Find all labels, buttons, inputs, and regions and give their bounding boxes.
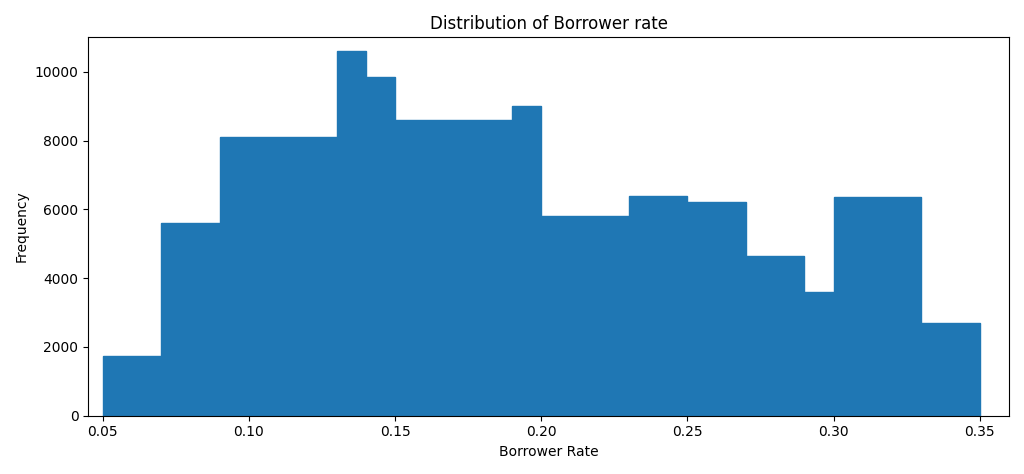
- Polygon shape: [102, 51, 980, 416]
- X-axis label: Borrower Rate: Borrower Rate: [499, 445, 598, 459]
- Y-axis label: Frequency: Frequency: [15, 191, 29, 263]
- Title: Distribution of Borrower rate: Distribution of Borrower rate: [430, 15, 668, 33]
